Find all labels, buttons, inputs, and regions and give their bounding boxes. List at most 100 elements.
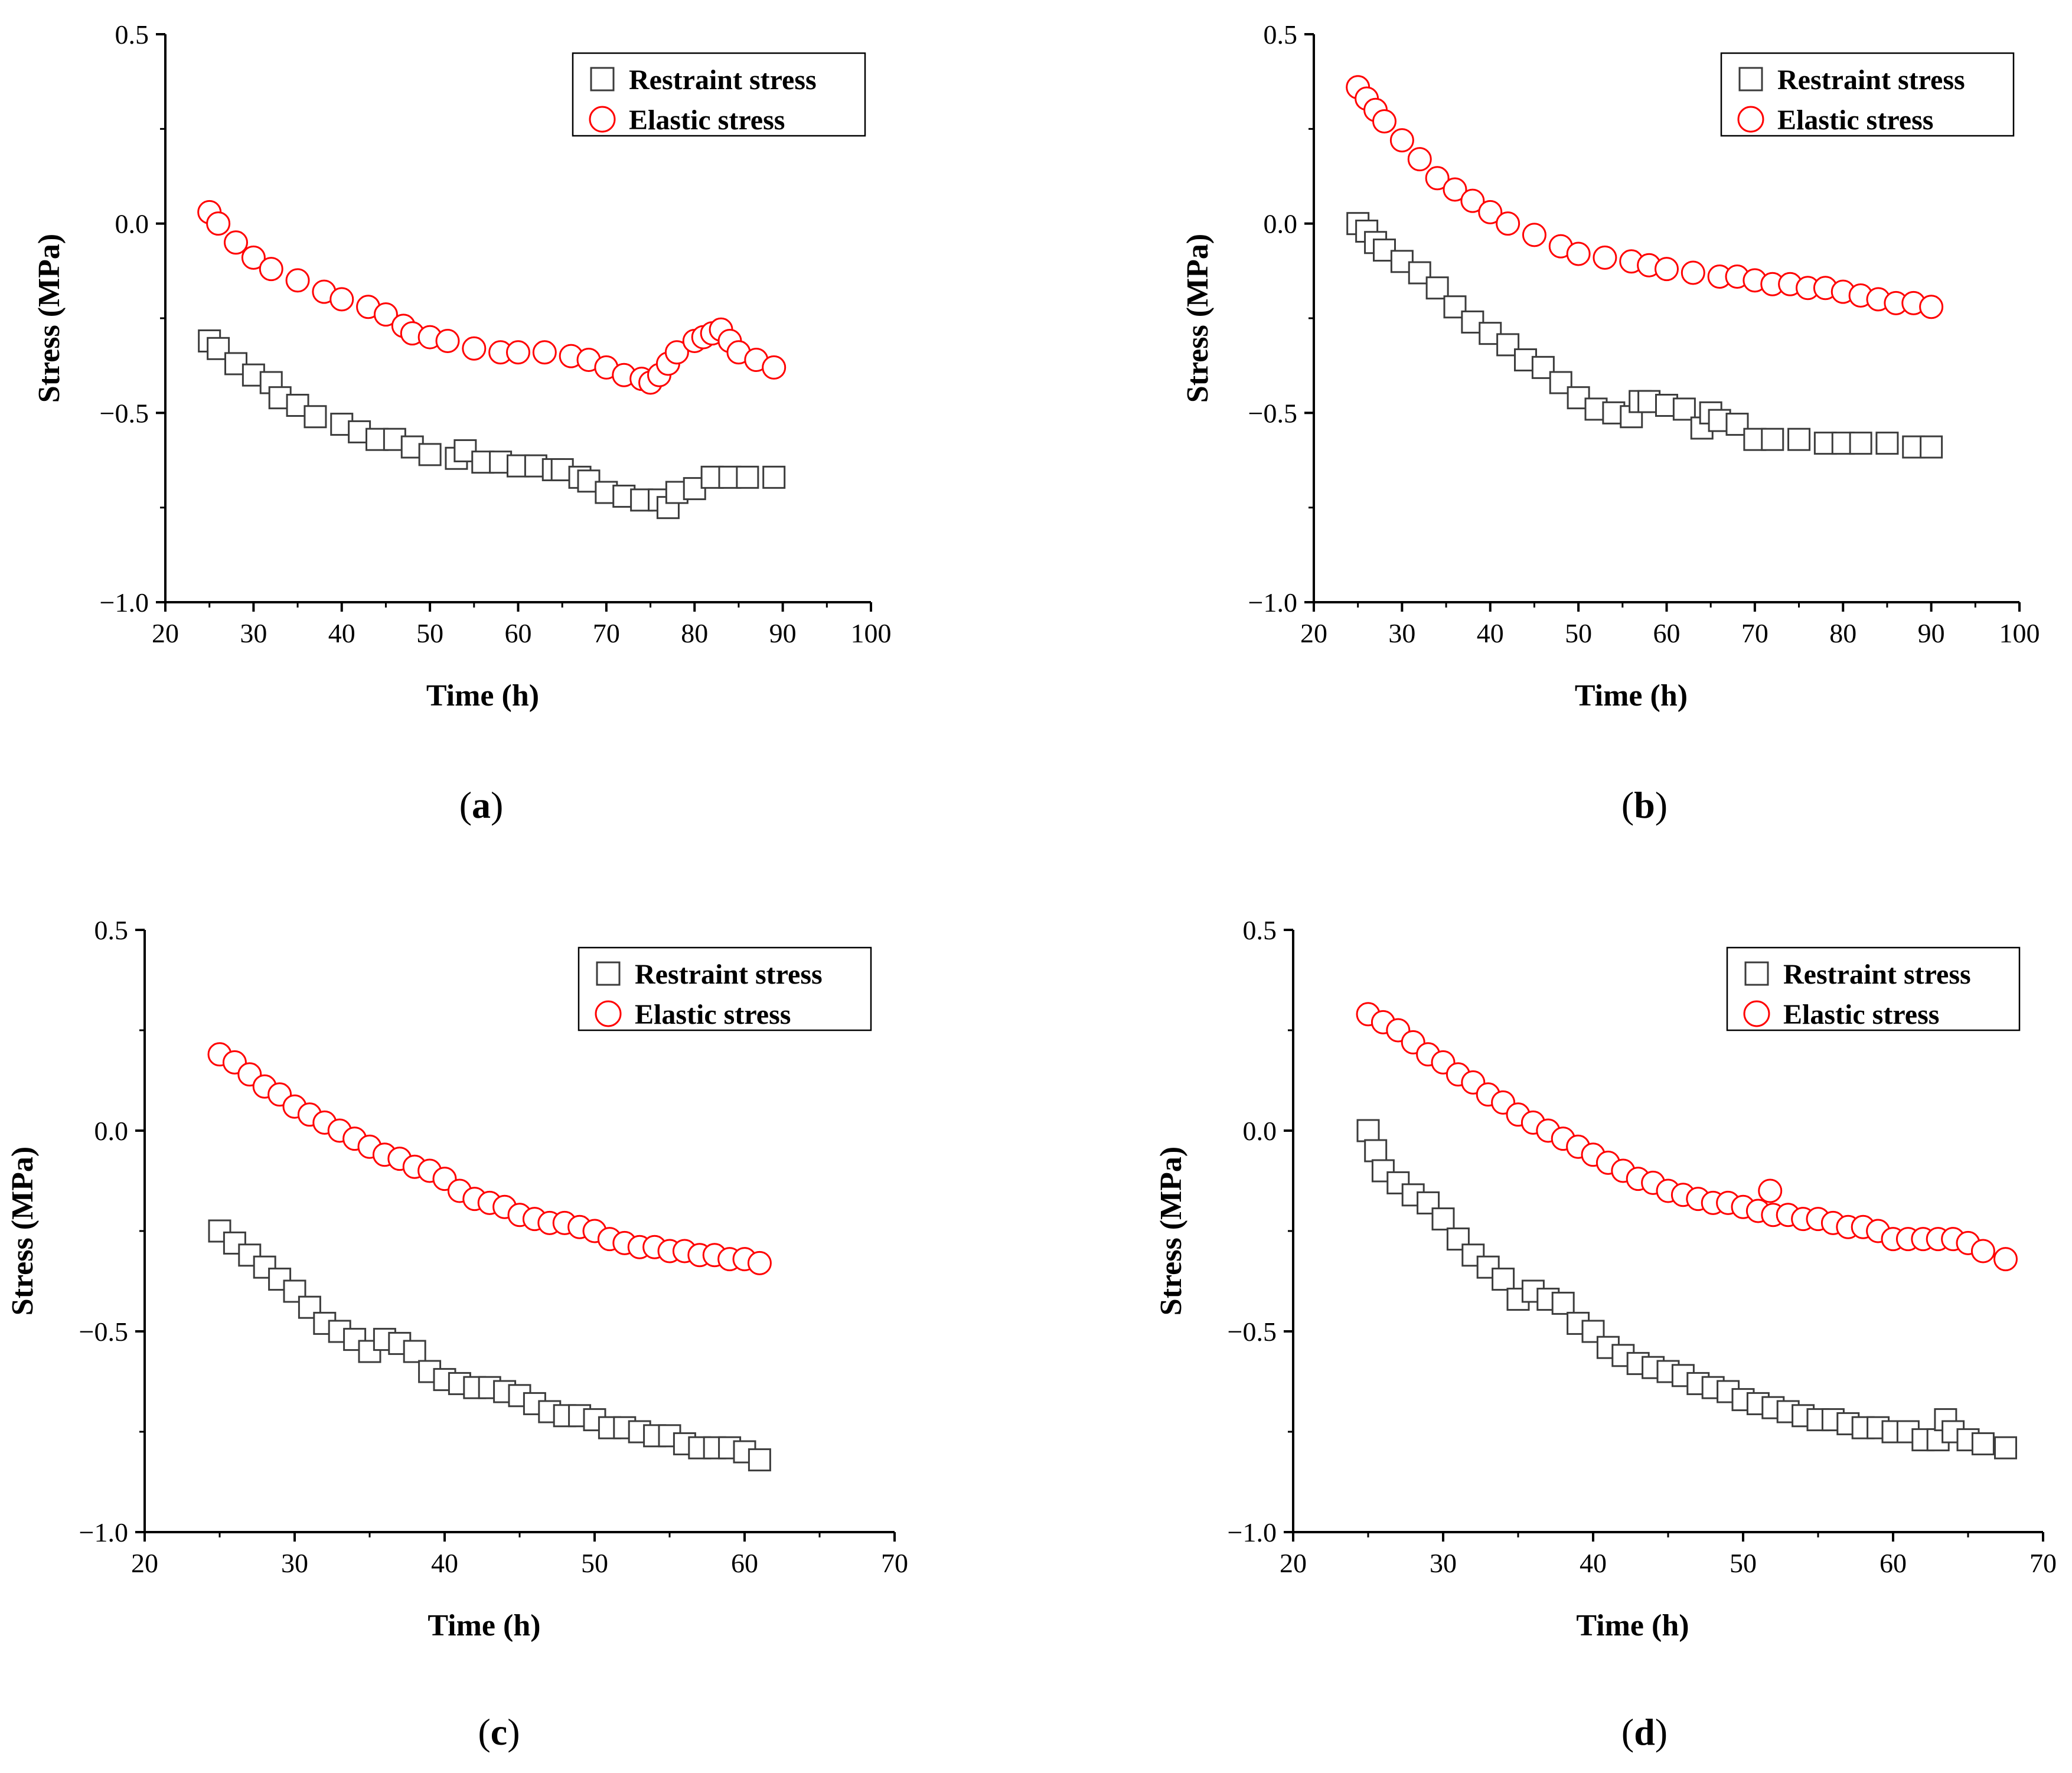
- y-tick-label: 0.0: [94, 1116, 129, 1146]
- series-square: [198, 329, 786, 520]
- y-tick-label: −1.0: [100, 587, 149, 618]
- data-point-square: [1920, 435, 1943, 459]
- y-tick-label: −0.5: [1248, 398, 1297, 428]
- panel-label-close: ): [1655, 784, 1668, 826]
- data-point-circle: [1758, 1178, 1783, 1203]
- data-point-square: [1761, 427, 1784, 451]
- data-point-circle: [1407, 147, 1432, 172]
- series-circle: [1346, 75, 1944, 319]
- chart-panel-d: 20 30 40 50 60 70 −1.0 −0.5 0.0 0.5 Time (h) Stress…: [1154, 915, 2057, 1753]
- series-square: [1356, 1119, 2017, 1459]
- data-point-square: [1551, 1291, 1575, 1315]
- panel-label-letter: d: [1634, 1711, 1655, 1753]
- x-tick-label: 40: [328, 618, 355, 648]
- x-tick-label: 60: [1653, 618, 1681, 648]
- data-point-square: [208, 1219, 231, 1243]
- x-tick-label: 60: [731, 1548, 758, 1578]
- data-point-circle: [1655, 257, 1679, 282]
- data-point-circle: [241, 245, 266, 270]
- x-tick-label: 100: [851, 618, 892, 648]
- data-point-square: [1425, 276, 1449, 300]
- series-square: [1346, 212, 1943, 459]
- x-tick-label: 30: [1430, 1548, 1457, 1578]
- data-point-circle: [373, 302, 398, 327]
- legend-box: [1726, 946, 2021, 1031]
- legend-label: Elastic stress: [1777, 105, 1933, 136]
- series-circle: [1356, 1002, 2018, 1272]
- legend: Restraint stress Elastic stress: [577, 946, 872, 1031]
- data-point-circle: [259, 257, 283, 282]
- x-tick-label: 100: [1999, 618, 2040, 648]
- data-point-circle: [1496, 211, 1520, 236]
- data-point-circle: [285, 268, 310, 293]
- data-point-circle: [1566, 241, 1591, 266]
- data-point-square: [1356, 1119, 1380, 1142]
- series-circle: [197, 200, 787, 395]
- legend-label: Elastic stress: [1783, 999, 1939, 1030]
- panel-label-open: (: [1621, 1711, 1634, 1753]
- data-point-square: [403, 1340, 426, 1363]
- x-tick-label: 20: [152, 618, 179, 648]
- y-axis-title: Stress (MPa): [6, 1147, 40, 1315]
- x-tick-label: 40: [1477, 618, 1504, 648]
- legend-circle-icon: [589, 106, 616, 133]
- x-tick-label: 50: [1730, 1548, 1757, 1578]
- data-point-square: [418, 443, 442, 466]
- data-point-circle: [506, 340, 530, 365]
- data-point-square: [268, 1268, 292, 1291]
- data-point-circle: [1993, 1247, 2018, 1272]
- legend-circle-icon: [1743, 1000, 1770, 1027]
- x-tick-label: 70: [881, 1548, 908, 1578]
- panel-label-close: ): [507, 1711, 520, 1753]
- series-square: [208, 1219, 771, 1472]
- x-tick-label: 60: [1880, 1548, 1907, 1578]
- data-point-square: [304, 405, 327, 429]
- chart-panel-c: 20 30 40 50 60 70 −1.0 −0.5 0.0 0.5 Time (h) Stress…: [6, 915, 908, 1753]
- data-point-square: [1431, 1207, 1455, 1231]
- legend-label: Restraint stress: [629, 64, 817, 96]
- legend-circle-icon: [595, 1000, 622, 1027]
- x-tick-label: 70: [2029, 1548, 2057, 1578]
- x-axis-title: Time (h): [1575, 679, 1688, 713]
- data-point-square: [1364, 1139, 1388, 1163]
- data-point-square: [762, 465, 786, 489]
- panel-label-close: ): [1655, 1711, 1668, 1753]
- y-tick-label: −1.0: [79, 1517, 128, 1547]
- data-point-circle: [1443, 177, 1467, 202]
- data-point-circle: [747, 1250, 772, 1275]
- legend-square-icon: [1744, 961, 1769, 986]
- chart-panel-a: 20 30 40 50 60 70 80 90 100 −1.0 −0.5 0.0 0.5 Time (h…: [32, 19, 892, 826]
- data-point-square: [748, 1448, 771, 1472]
- y-tick-label: 0.0: [1264, 209, 1298, 239]
- y-tick-label: −1.0: [1228, 1517, 1277, 1547]
- x-tick-label: 80: [681, 618, 708, 648]
- x-tick-label: 40: [431, 1548, 458, 1578]
- x-tick-label: 70: [1741, 618, 1768, 648]
- data-point-square: [1787, 427, 1811, 451]
- panel-label-letter: c: [491, 1711, 507, 1753]
- data-point-circle: [1522, 223, 1546, 247]
- data-point-square: [1549, 371, 1572, 394]
- y-tick-label: −0.5: [79, 1317, 128, 1347]
- x-tick-label: 50: [1565, 618, 1592, 648]
- legend: Restraint stress Elastic stress: [1726, 946, 2021, 1031]
- panel-label-open: (: [478, 1711, 490, 1753]
- data-point-circle: [329, 287, 354, 312]
- data-point-circle: [1389, 128, 1414, 153]
- data-point-circle: [532, 340, 557, 365]
- panel-label-letter: b: [1634, 784, 1655, 826]
- data-point-square: [1875, 432, 1899, 455]
- data-point-square: [736, 465, 759, 489]
- y-tick-label: 0.0: [115, 209, 149, 239]
- data-point-circle: [1681, 260, 1705, 285]
- legend-label: Restraint stress: [635, 959, 823, 990]
- y-tick-label: −0.5: [100, 398, 149, 428]
- panel-label: (b): [1621, 784, 1668, 826]
- data-point-circle: [762, 355, 787, 380]
- data-point-circle: [224, 230, 248, 255]
- data-point-circle: [435, 328, 460, 353]
- data-point-circle: [1460, 188, 1485, 213]
- panel-label: (a): [459, 784, 504, 826]
- legend-box: [1720, 52, 2015, 137]
